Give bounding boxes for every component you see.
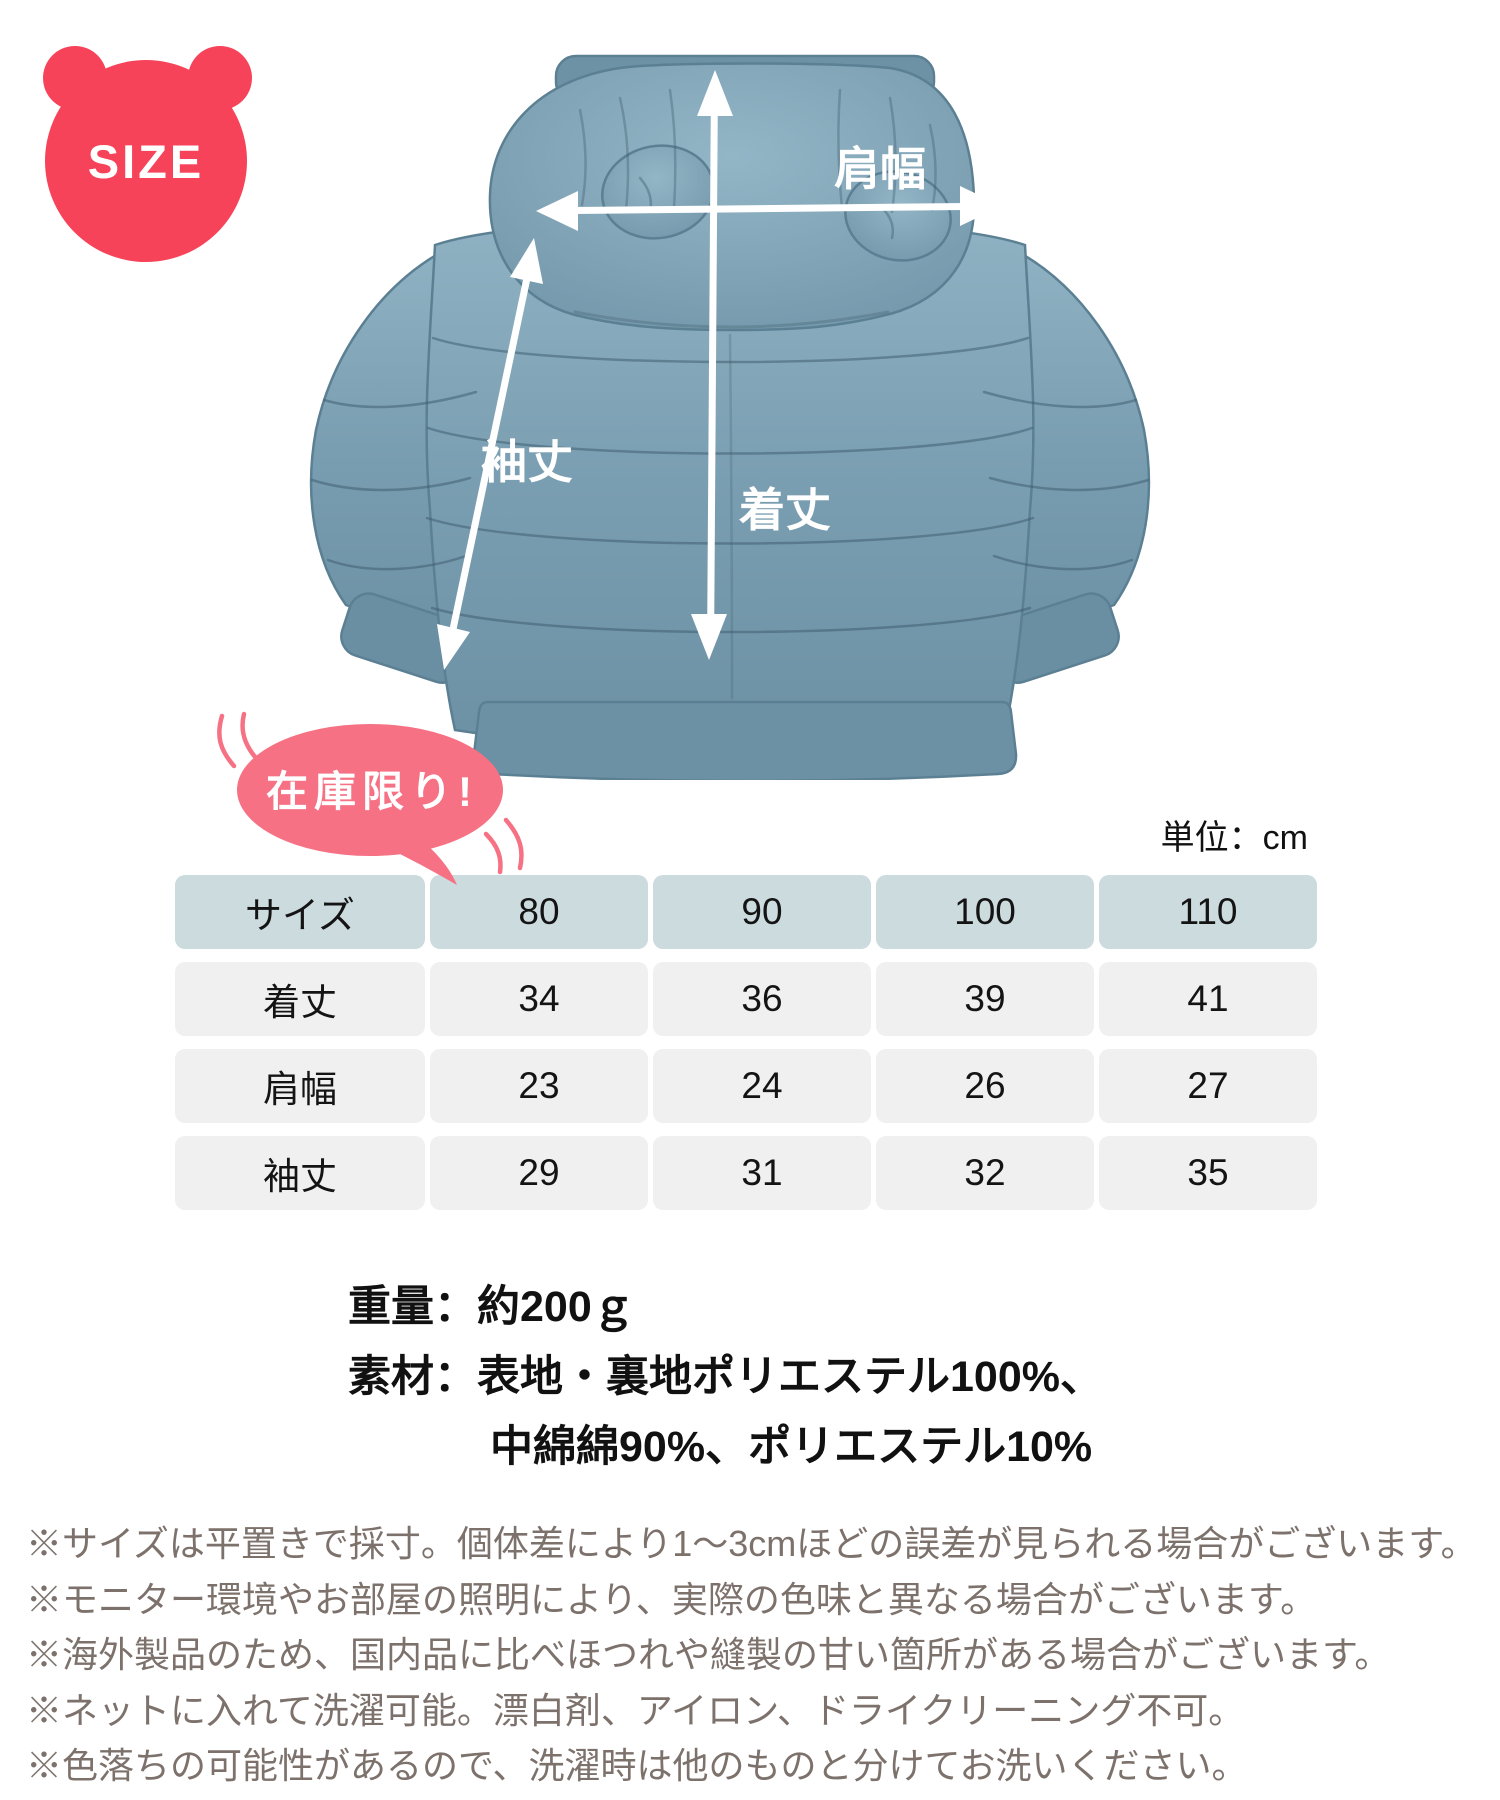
table-value-cell: 34 [430,962,648,1036]
material-line-1: 素材：表地・裏地ポリエステル100%、 [348,1353,1103,1401]
table-value-cell: 29 [430,1136,648,1210]
table-header-cell: 90 [653,875,871,949]
jacket-diagram: 肩幅 着丈 袖丈 [309,54,1151,780]
bubble-motion-lines [217,711,524,875]
table-value-cell: 41 [1099,962,1317,1036]
table-row-label: 肩幅 [175,1049,425,1123]
table-header-cell: 100 [876,875,1094,949]
sleeve-length-arrow [437,238,543,670]
note-line: ※モニター環境やお部屋の照明により、実際の色味と異なる場合がございます。 [26,1578,1317,1620]
table-value-cell: 32 [876,1136,1094,1210]
note-line: ※海外製品のため、国内品に比べほつれや縫製の甘い箇所がある場合がございます。 [26,1634,1391,1675]
table-value-cell: 26 [876,1049,1094,1123]
shoulder-width-label: 肩幅 [834,143,926,195]
table-value-cell: 36 [653,962,871,1036]
body-length-arrow [691,70,733,660]
table-header-cell: サイズ [175,875,425,949]
table-header-cell: 110 [1099,875,1317,949]
jacket-quilt-lines [310,88,1150,700]
footer-notes: ※サイズは平置きで採寸。個体差により1～3cmほどの誤差が見られる場合がございま… [26,1516,1477,1794]
jacket-hood [488,62,976,332]
note-line: ※ネットに入れて洗濯可能。漂白剤、アイロン、ドライクリーニング不可。 [26,1689,1245,1731]
table-value-cell: 39 [876,962,1094,1036]
table-value-cell: 31 [653,1136,871,1210]
size-badge-label: SIZE [87,134,205,188]
table-value-cell: 35 [1099,1136,1317,1210]
weight-line: 重量：約200ｇ [348,1283,635,1331]
size-badge-head: SIZE [45,60,247,262]
table-value-cell: 23 [430,1049,648,1123]
jacket-hem [472,700,1018,780]
table-header-cell: 80 [430,875,648,949]
stock-bubble-label: 在庫限り! [266,768,478,815]
size-table: サイズ 80 90 100 110 着丈 34 36 39 41 肩幅 23 2… [175,875,1317,1210]
table-value-cell: 24 [653,1049,871,1123]
table-value-cell: 27 [1099,1049,1317,1123]
note-line: ※サイズは平置きで採寸。個体差により1～3cmほどの誤差が見られる場合がございま… [26,1523,1477,1564]
size-badge: SIZE [43,45,257,263]
body-length-label: 着丈 [739,484,831,536]
product-info: 重量：約200ｇ 素材：表地・裏地ポリエステル100%、 中綿綿90%、ポリエス… [348,1272,1103,1482]
note-line: ※色落ちの可能性があるので、洗濯時は他のものと分けてお洗いください。 [26,1745,1248,1786]
table-row-label: 袖丈 [175,1136,425,1210]
material-line-2: 中綿綿90%、ポリエステル10% [490,1423,1093,1471]
sleeve-length-label: 袖丈 [481,436,573,488]
unit-note: 単位：cm [1160,819,1308,857]
shoulder-width-arrow [536,186,1002,231]
table-row-label: 着丈 [175,962,425,1036]
stock-bubble: 在庫限り! [217,711,524,885]
